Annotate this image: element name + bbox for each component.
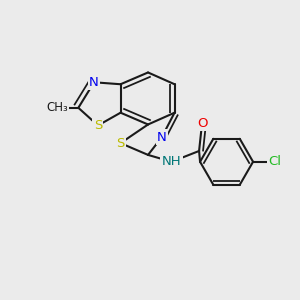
Text: S: S xyxy=(116,136,125,150)
Text: Cl: Cl xyxy=(268,155,281,168)
Text: O: O xyxy=(197,117,207,130)
Text: NH: NH xyxy=(162,155,182,168)
Text: N: N xyxy=(89,76,99,89)
Text: N: N xyxy=(157,131,167,144)
Text: S: S xyxy=(94,119,102,132)
Text: CH₃: CH₃ xyxy=(46,101,68,114)
